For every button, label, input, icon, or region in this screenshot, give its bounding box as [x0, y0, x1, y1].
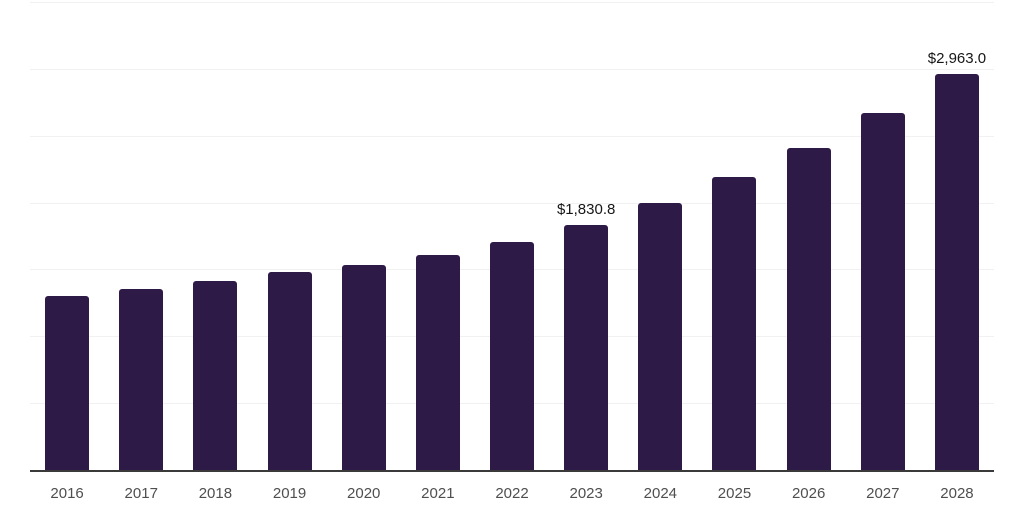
bar-2024[interactable] — [638, 203, 683, 470]
bar-2021[interactable] — [415, 254, 460, 470]
x-tick-label-2025: 2025 — [717, 485, 752, 502]
bar-band-2020 — [327, 0, 401, 470]
x-tick-label-2026: 2026 — [791, 485, 826, 502]
bar-2017[interactable] — [119, 288, 164, 470]
bar-band-2017 — [104, 0, 178, 470]
x-tick-label-2023: 2023 — [569, 485, 603, 502]
x-tick-label-2022: 2022 — [495, 485, 529, 502]
bar-band-2028 — [920, 0, 994, 470]
bar-band-2021 — [401, 0, 475, 470]
x-tick-label-2028: 2028 — [940, 485, 974, 502]
bar-2028[interactable] — [934, 73, 979, 470]
gridline — [30, 135, 994, 137]
x-axis-line — [30, 470, 994, 472]
x-tick-label-2021: 2021 — [421, 485, 455, 502]
x-axis-labels: 2016 2017 2018 2019 2020 2021 2022 2023 2024 2025… — [30, 485, 994, 503]
bar-2025[interactable] — [712, 176, 757, 470]
bar-band-2016 — [30, 0, 104, 470]
x-tick-label-2020: 2020 — [347, 485, 381, 502]
gridline — [30, 68, 994, 70]
x-tick-label-2017: 2017 — [124, 485, 158, 502]
bar-band-2018 — [178, 0, 252, 470]
x-tick-label-2024: 2024 — [643, 485, 678, 502]
bar-value-label-2023: $1,830.8 — [556, 201, 616, 219]
gridline — [30, 2, 994, 3]
plot-area — [30, 0, 994, 470]
bar-band-2022 — [475, 0, 549, 470]
bar-2022[interactable] — [490, 241, 535, 470]
bar-2026[interactable] — [786, 147, 831, 470]
bar-band-2023 — [549, 0, 623, 470]
x-tick-label-2018: 2018 — [198, 485, 233, 502]
bar-2018[interactable] — [193, 280, 238, 470]
bar-2023[interactable] — [564, 225, 609, 470]
bar-value-label-2028: $2,963.0 — [927, 49, 987, 67]
bars-layer — [30, 0, 994, 470]
x-tick-label-2019: 2019 — [272, 485, 307, 502]
bar-2027[interactable] — [860, 112, 905, 470]
bar-2020[interactable] — [341, 264, 386, 470]
bar-band-2024 — [623, 0, 697, 470]
bar-2019[interactable] — [267, 271, 312, 470]
bar-band-2025 — [697, 0, 771, 470]
bar-2016[interactable] — [45, 296, 90, 470]
gridline — [30, 202, 994, 204]
x-tick-label-2016: 2016 — [50, 485, 84, 502]
bar-band-2026 — [772, 0, 846, 470]
bar-band-2019 — [252, 0, 326, 470]
bar-band-2027 — [846, 0, 920, 470]
x-tick-label-2027: 2027 — [866, 485, 900, 502]
